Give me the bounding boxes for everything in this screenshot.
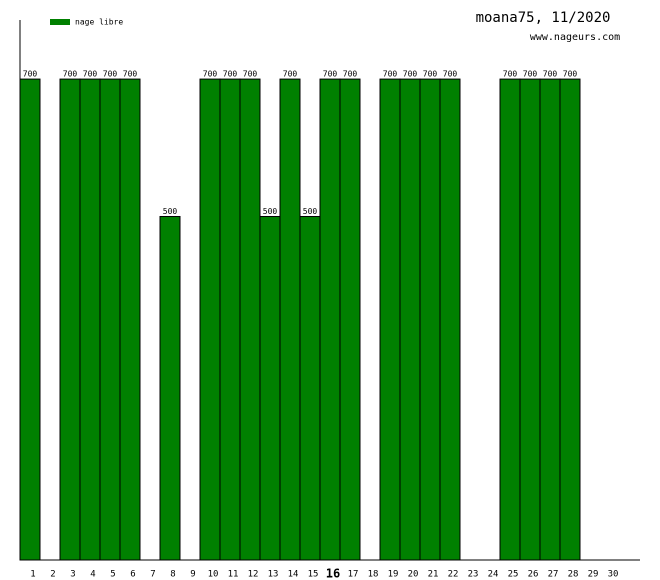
x-tick-label: 18 — [368, 570, 379, 580]
bar — [379, 78, 401, 561]
value-label: 700 — [203, 70, 218, 79]
value-label: 700 — [543, 70, 558, 79]
x-tick-label: 12 — [248, 570, 259, 580]
bar — [59, 78, 81, 561]
bar — [19, 78, 41, 561]
x-tick-label: 30 — [608, 570, 619, 580]
value-label: 700 — [283, 70, 298, 79]
value-label: 700 — [383, 70, 398, 79]
value-label: 500 — [163, 207, 178, 216]
x-tick-label: 14 — [288, 570, 299, 580]
x-tick-label: 5 — [110, 570, 115, 580]
bar — [99, 78, 121, 561]
x-tick-label: 25 — [508, 570, 519, 580]
bar — [539, 78, 561, 561]
x-tick-label: 6 — [130, 570, 135, 580]
x-tick-label: 4 — [90, 570, 95, 580]
x-tick-label: 10 — [208, 570, 219, 580]
bar — [339, 78, 361, 561]
x-tick-label: 20 — [408, 570, 419, 580]
x-tick-label: 17 — [348, 570, 359, 580]
x-tick-label: 26 — [528, 570, 539, 580]
bar — [79, 78, 101, 561]
value-label: 700 — [83, 70, 98, 79]
x-tick-label: 2 — [50, 570, 55, 580]
value-label: 700 — [123, 70, 138, 79]
value-label: 700 — [223, 70, 238, 79]
value-label: 700 — [443, 70, 458, 79]
x-tick-label: 9 — [190, 570, 195, 580]
value-label: 700 — [323, 70, 338, 79]
value-label: 700 — [563, 70, 578, 79]
bar — [159, 215, 181, 561]
value-label: 700 — [523, 70, 538, 79]
value-label: 700 — [423, 70, 438, 79]
bar — [259, 215, 281, 561]
x-tick-label: 8 — [170, 570, 175, 580]
x-tick-label: 21 — [428, 570, 439, 580]
value-label: 700 — [503, 70, 518, 79]
x-tick-label: 13 — [268, 570, 279, 580]
bar — [519, 78, 541, 561]
bar — [399, 78, 421, 561]
bar — [419, 78, 441, 561]
value-label: 700 — [343, 70, 358, 79]
bar — [499, 78, 521, 561]
x-tick-label: 23 — [468, 570, 479, 580]
x-tick-label: 15 — [308, 570, 319, 580]
x-tick-label: 24 — [488, 570, 499, 580]
chart-title: moana75, 11/2020 — [476, 10, 611, 26]
value-label: 700 — [243, 70, 258, 79]
chart-subtitle: www.nageurs.com — [530, 32, 620, 43]
value-label: 700 — [103, 70, 118, 79]
bar — [119, 78, 141, 561]
x-tick-label: 19 — [388, 570, 399, 580]
x-tick-label: 7 — [150, 570, 155, 580]
x-tick-label: 28 — [568, 570, 579, 580]
bar — [219, 78, 241, 561]
bar — [239, 78, 261, 561]
value-label: 700 — [63, 70, 78, 79]
x-tick-label: 27 — [548, 570, 559, 580]
x-tick-label: 3 — [70, 570, 75, 580]
bar — [319, 78, 341, 561]
legend-label: nage libre — [75, 18, 123, 27]
value-label: 500 — [263, 207, 278, 216]
bar — [559, 78, 581, 561]
x-tick-label: 29 — [588, 570, 599, 580]
bar — [299, 215, 321, 561]
x-tick-label: 11 — [228, 570, 239, 580]
x-tick-label: 22 — [448, 570, 459, 580]
x-tick-label: 1 — [30, 570, 35, 580]
value-label: 700 — [23, 70, 38, 79]
value-label: 500 — [303, 207, 318, 216]
bar — [279, 78, 301, 561]
legend-swatch — [50, 19, 70, 25]
bar — [199, 78, 221, 561]
value-label: 700 — [403, 70, 418, 79]
x-tick-label: 16 — [326, 567, 340, 580]
bar — [439, 78, 461, 561]
